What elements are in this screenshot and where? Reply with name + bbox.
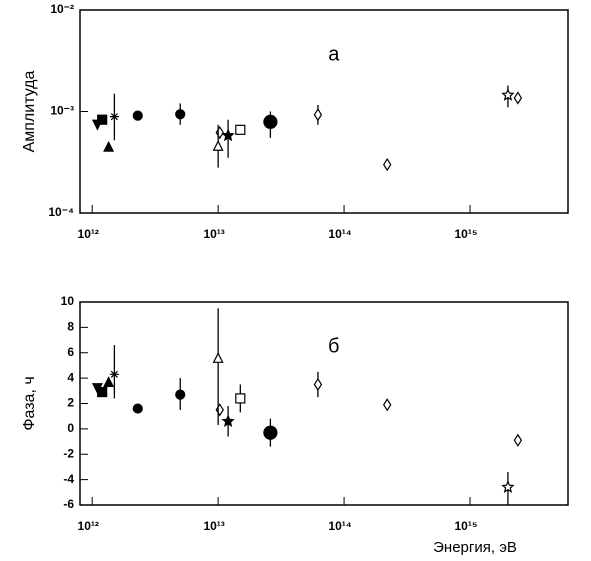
x-axis-label: Энергия, эВ [433, 539, 517, 556]
marker [109, 113, 119, 121]
x-tick-label: 10¹⁴ [328, 227, 351, 241]
marker [215, 125, 224, 140]
y-tick-label: -6 [63, 497, 74, 511]
marker [132, 110, 143, 121]
marker [221, 128, 235, 142]
y-tick-label: 4 [67, 370, 74, 384]
x-tick-label: 10¹³ [203, 227, 224, 241]
x-tick-label: 10¹⁴ [328, 519, 351, 533]
y-tick-label: 6 [67, 345, 74, 359]
marker [501, 480, 515, 493]
marker [263, 114, 278, 129]
marker [313, 108, 323, 122]
marker [212, 351, 224, 363]
y-tick-label: 10⁻² [50, 2, 74, 16]
plot-frame [79, 301, 569, 506]
marker [132, 403, 143, 414]
marker [175, 389, 186, 400]
plot-frame [79, 9, 569, 214]
marker [221, 414, 235, 427]
y-tick-label: 2 [67, 396, 74, 410]
y-tick-label: -4 [63, 472, 74, 486]
marker [235, 124, 246, 135]
marker [103, 140, 115, 152]
marker [235, 393, 246, 404]
marker [513, 91, 523, 105]
x-tick-label: 10¹² [78, 519, 99, 533]
marker [501, 88, 515, 101]
x-tick-label: 10¹⁵ [455, 519, 478, 533]
y-tick-label: 10⁻⁴ [48, 205, 74, 219]
x-tick-label: 10¹³ [203, 519, 224, 533]
annotation: а [328, 43, 340, 65]
y-tick-label: 0 [67, 421, 74, 435]
x-tick-label: 10¹⁵ [455, 227, 478, 241]
y-tick-label: 8 [67, 320, 74, 334]
x-tick-label: 10¹² [78, 227, 99, 241]
y-tick-label: 10⁻³ [50, 104, 74, 118]
marker [263, 425, 278, 440]
marker [103, 376, 115, 388]
annotation: б [328, 335, 339, 357]
y-tick-label: 10 [61, 294, 75, 308]
marker [212, 139, 224, 151]
marker [313, 377, 323, 392]
marker [97, 114, 108, 125]
marker [382, 398, 392, 412]
y-axis-label: Амплитуда [21, 70, 38, 152]
marker [97, 386, 108, 398]
marker [109, 370, 119, 378]
marker [175, 109, 186, 120]
y-axis-label: Фаза, ч [21, 376, 38, 430]
marker [513, 433, 523, 447]
marker [215, 403, 224, 417]
marker [382, 157, 392, 172]
y-tick-label: -2 [63, 446, 74, 460]
